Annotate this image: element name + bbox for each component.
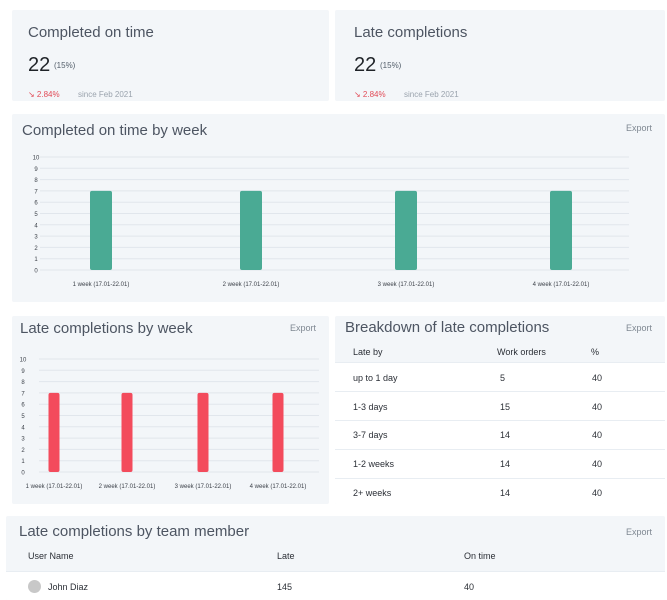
y-tick-label: 10 [20, 358, 27, 364]
bar [272, 392, 284, 472]
cell-late-by: up to 1 day [353, 373, 398, 383]
chart-card-late: Late completions by week Export 0 1 2 3 4 5 6 7… [12, 316, 329, 504]
bar [395, 190, 417, 270]
bar [197, 392, 209, 472]
col-header-late: Late [277, 551, 295, 561]
cell-on-time: 40 [464, 582, 475, 592]
on-time-bar-chart: 0 1 2 3 4 5 6 7 8 9 10 1 week (17.01-22.01) 2 week (… [33, 156, 629, 288]
cell-late-by: 3-7 days [353, 430, 388, 440]
bar [121, 392, 133, 472]
y-tick-label: 1 [34, 257, 38, 263]
y-tick-label: 0 [34, 269, 38, 275]
chart-title: Late completions by week [20, 320, 193, 337]
y-tick-label: 5 [34, 212, 38, 218]
x-tick-label: 1 week (17.01-22.01) [73, 282, 130, 288]
export-button[interactable]: Export [289, 323, 316, 333]
kpi-percent: (15%) [54, 61, 76, 70]
chart-card-on-time: Completed on time by week Export 0 1 2 3 4 5 6… [12, 114, 665, 302]
cell-late-by: 2+ weeks [353, 488, 392, 498]
kpi-value: 22 [354, 54, 377, 76]
x-tick-label: 2 week (17.01-22.01) [223, 282, 280, 288]
y-tick-label: 3 [34, 235, 38, 241]
cell-percent: 40 [592, 430, 603, 440]
cell-percent: 40 [592, 373, 603, 383]
col-header-on-time: On time [464, 551, 496, 561]
x-tick-label: 1 week (17.01-22.01) [26, 484, 83, 490]
kpi-card-late: Late completions 22 (15%) ↘ 2.84% since … [335, 10, 665, 101]
breakdown-title: Breakdown of late completions [345, 319, 550, 336]
x-tick-label: 4 week (17.01-22.01) [533, 282, 590, 288]
kpi-card-on-time: Completed on time 22 (15%) ↘ 2.84% since… [12, 10, 329, 101]
y-tick-label: 8 [21, 380, 25, 386]
y-tick-label: 6 [34, 201, 38, 207]
bar [48, 392, 60, 472]
y-tick-label: 4 [34, 223, 38, 229]
x-tick-label: 3 week (17.01-22.01) [175, 484, 232, 490]
table-row: 1-3 days 15 40 [335, 391, 665, 420]
y-tick-label: 1 [21, 459, 25, 465]
table-row: 2+ weeks 14 40 [335, 478, 665, 504]
team-card: Late completions by team member Export U… [6, 516, 665, 600]
col-header-late-by: Late by [353, 347, 383, 357]
y-tick-label: 6 [21, 403, 25, 409]
kpi-delta: ↘ 2.84% [354, 90, 386, 99]
table-row[interactable]: John Diaz 145 40 [6, 571, 665, 600]
late-bar-chart: 0 1 2 3 4 5 6 7 8 9 10 1 week (17.01-22.01) 2 week (… [20, 358, 319, 490]
cell-percent: 40 [592, 459, 603, 469]
kpi-title: Late completions [354, 24, 468, 41]
x-tick-label: 4 week (17.01-22.01) [250, 484, 307, 490]
cell-work-orders: 14 [500, 488, 511, 498]
table-row: 1-2 weeks 14 40 [335, 449, 665, 478]
y-tick-label: 10 [33, 156, 40, 162]
kpi-delta: ↘ 2.84% [28, 90, 60, 99]
y-tick-label: 2 [34, 246, 38, 252]
cell-percent: 40 [592, 488, 603, 498]
cell-percent: 40 [592, 402, 603, 412]
kpi-since: since Feb 2021 [404, 90, 459, 99]
bar [240, 190, 262, 270]
y-tick-label: 3 [21, 437, 25, 443]
export-button[interactable]: Export [625, 323, 652, 333]
breakdown-card: Breakdown of late completions Export Lat… [335, 316, 665, 504]
chart-title: Completed on time by week [22, 122, 208, 139]
x-tick-label: 2 week (17.01-22.01) [99, 484, 156, 490]
cell-work-orders: 5 [500, 373, 506, 383]
kpi-title: Completed on time [28, 24, 154, 41]
cell-work-orders: 15 [500, 402, 511, 412]
cell-late-by: 1-2 weeks [353, 459, 395, 469]
y-tick-label: 7 [21, 391, 25, 397]
cell-work-orders: 14 [500, 430, 511, 440]
y-tick-label: 9 [21, 369, 25, 375]
cell-work-orders: 14 [500, 459, 511, 469]
y-tick-label: 2 [21, 448, 25, 454]
y-tick-label: 8 [34, 178, 38, 184]
kpi-since: since Feb 2021 [78, 90, 133, 99]
table-row: 3-7 days 14 40 [335, 420, 665, 449]
bar [550, 190, 572, 270]
kpi-value: 22 [28, 54, 51, 76]
col-header-user-name: User Name [28, 551, 74, 561]
cell-user-name: John Diaz [48, 582, 89, 592]
team-title: Late completions by team member [19, 523, 250, 540]
export-button[interactable]: Export [625, 123, 652, 133]
y-tick-label: 0 [21, 471, 25, 477]
export-button[interactable]: Export [625, 527, 652, 537]
y-tick-label: 5 [21, 414, 25, 420]
avatar [28, 580, 41, 593]
y-tick-label: 7 [34, 189, 38, 195]
table-row: up to 1 day 5 40 [335, 362, 665, 391]
cell-late-by: 1-3 days [353, 402, 388, 412]
y-tick-label: 9 [34, 167, 38, 173]
x-tick-label: 3 week (17.01-22.01) [378, 282, 435, 288]
bar [90, 190, 112, 270]
col-header-percent: % [591, 347, 600, 357]
y-tick-label: 4 [21, 425, 25, 431]
kpi-percent: (15%) [380, 61, 402, 70]
cell-late: 145 [277, 582, 293, 592]
col-header-work-orders: Work orders [497, 347, 546, 357]
